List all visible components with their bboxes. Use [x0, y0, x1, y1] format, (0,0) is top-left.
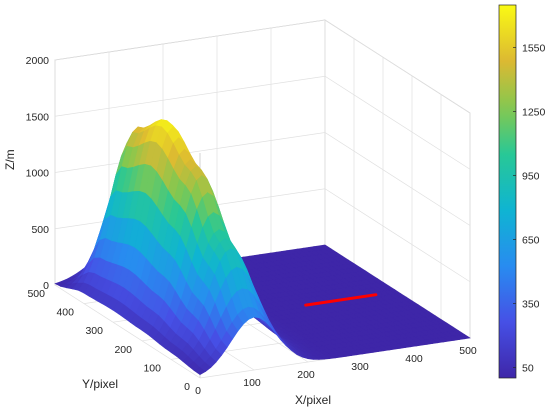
x-tick-label: 500	[459, 345, 477, 357]
surface-mesh	[54, 119, 471, 376]
z-tick-label: 500	[31, 224, 49, 236]
z-axis-label: Z/m	[3, 149, 17, 170]
x-tick-label: 400	[405, 353, 423, 365]
y-tick-label: 0	[184, 381, 190, 393]
surface-patch	[193, 366, 206, 376]
x-tick-label: 0	[195, 385, 201, 397]
y-tick-label: 100	[143, 362, 161, 374]
red-line-layer	[304, 293, 378, 307]
red-line	[304, 293, 378, 307]
z-tick-label: 1000	[26, 168, 50, 180]
z-tick-label: 0	[43, 280, 49, 292]
colorbar-tick-label: 650	[522, 234, 540, 246]
x-tick-label: 200	[297, 369, 315, 381]
y-tick-label: 500	[27, 288, 45, 300]
colorbar: 50 350 650 950 1250 1550	[498, 4, 546, 379]
z-tick-label: 1500	[26, 111, 50, 123]
y-tick-label: 400	[56, 307, 74, 319]
colorbar-tick-label: 950	[522, 171, 540, 183]
y-tick-label: 300	[85, 325, 103, 337]
colorbar-tick-label: 1550	[522, 43, 546, 55]
z-tick-label: 2000	[26, 55, 50, 67]
colorbar-gradient	[498, 4, 517, 379]
colorbar-tick-label: 1250	[522, 107, 546, 119]
x-axis-label: X/pixel	[295, 393, 331, 407]
y-axis-label: Y/pixel	[82, 377, 118, 391]
x-tick-label: 100	[243, 377, 261, 389]
colorbar-tick-label: 50	[522, 362, 534, 374]
colorbar-tick-label: 350	[522, 298, 540, 310]
y-tick-label: 200	[114, 344, 132, 356]
tick-labels: 0100200300400500010020030040050005001000…	[26, 55, 477, 397]
x-tick-label: 300	[351, 361, 369, 373]
